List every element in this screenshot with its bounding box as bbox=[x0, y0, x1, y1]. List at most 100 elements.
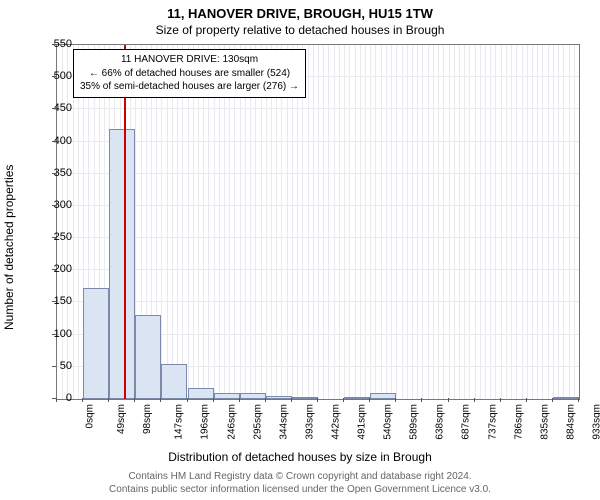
x-tick-mark bbox=[317, 398, 318, 402]
x-tick-mark bbox=[239, 398, 240, 402]
grid-line-v bbox=[386, 45, 387, 399]
x-tick-label: 442sqm bbox=[330, 404, 341, 440]
grid-line-v bbox=[161, 45, 162, 399]
y-tick-mark bbox=[52, 269, 56, 270]
marker-line bbox=[124, 45, 126, 399]
grid-line-v bbox=[62, 45, 63, 399]
grid-line-v bbox=[532, 45, 533, 399]
grid-line-h bbox=[57, 205, 579, 206]
grid-line-v bbox=[203, 45, 204, 399]
x-tick-label: 638sqm bbox=[435, 404, 446, 440]
grid-line-h bbox=[57, 173, 579, 174]
x-tick-mark bbox=[291, 398, 292, 402]
grid-line-v bbox=[73, 45, 74, 399]
footnote-line-1: Contains HM Land Registry data © Crown c… bbox=[0, 471, 600, 484]
grid-line-v bbox=[454, 45, 455, 399]
grid-line-v bbox=[506, 45, 507, 399]
x-tick-mark bbox=[369, 398, 370, 402]
grid-line-v bbox=[188, 45, 189, 399]
grid-line-v bbox=[569, 45, 570, 399]
y-tick-mark bbox=[52, 366, 56, 367]
grid-line-v bbox=[522, 45, 523, 399]
x-tick-mark bbox=[474, 398, 475, 402]
grid-line-v bbox=[224, 45, 225, 399]
grid-line-v bbox=[480, 45, 481, 399]
x-tick-mark bbox=[526, 398, 527, 402]
histogram-bar bbox=[83, 288, 109, 399]
grid-line-v bbox=[167, 45, 168, 399]
x-tick-label: 98sqm bbox=[142, 404, 153, 434]
grid-line-v bbox=[313, 45, 314, 399]
grid-line-v bbox=[490, 45, 491, 399]
histogram-bar bbox=[188, 388, 214, 399]
grid-line-v bbox=[365, 45, 366, 399]
grid-line-v bbox=[548, 45, 549, 399]
grid-line-v bbox=[318, 45, 319, 399]
histogram-bar bbox=[370, 393, 396, 399]
x-tick-label: 786sqm bbox=[513, 404, 524, 440]
x-tick-label: 196sqm bbox=[200, 404, 211, 440]
x-tick-label: 49sqm bbox=[116, 404, 127, 434]
grid-line-v bbox=[553, 45, 554, 399]
annotation-box: 11 HANOVER DRIVE: 130sqm← 66% of detache… bbox=[73, 49, 306, 98]
grid-line-v bbox=[276, 45, 277, 399]
chart-subtitle: Size of property relative to detached ho… bbox=[0, 21, 600, 41]
grid-line-v bbox=[469, 45, 470, 399]
x-tick-mark bbox=[82, 398, 83, 402]
grid-line-v bbox=[443, 45, 444, 399]
x-tick-label: 491sqm bbox=[357, 404, 368, 440]
x-tick-label: 295sqm bbox=[252, 404, 263, 440]
x-tick-mark bbox=[578, 398, 579, 402]
grid-line-v bbox=[360, 45, 361, 399]
grid-line-v bbox=[370, 45, 371, 399]
x-tick-mark bbox=[108, 398, 109, 402]
grid-line-v bbox=[302, 45, 303, 399]
grid-line-v bbox=[67, 45, 68, 399]
x-tick-label: 147sqm bbox=[174, 404, 185, 440]
grid-line-v bbox=[428, 45, 429, 399]
x-tick-mark bbox=[395, 398, 396, 402]
grid-line-v bbox=[574, 45, 575, 399]
x-axis-label: Distribution of detached houses by size … bbox=[0, 450, 600, 464]
grid-line-v bbox=[407, 45, 408, 399]
grid-line-v bbox=[485, 45, 486, 399]
plot-area: 11 HANOVER DRIVE: 130sqm← 66% of detache… bbox=[56, 44, 580, 400]
grid-line-v bbox=[177, 45, 178, 399]
grid-line-v bbox=[396, 45, 397, 399]
x-tick-label: 835sqm bbox=[539, 404, 550, 440]
y-tick-mark bbox=[52, 173, 56, 174]
x-tick-mark bbox=[160, 398, 161, 402]
grid-line-v bbox=[501, 45, 502, 399]
grid-line-v bbox=[198, 45, 199, 399]
grid-line-v bbox=[297, 45, 298, 399]
grid-line-v bbox=[344, 45, 345, 399]
grid-line-v bbox=[422, 45, 423, 399]
grid-line-v bbox=[537, 45, 538, 399]
x-tick-mark bbox=[265, 398, 266, 402]
grid-line-v bbox=[402, 45, 403, 399]
y-tick-mark bbox=[52, 44, 56, 45]
grid-line-v bbox=[281, 45, 282, 399]
x-tick-label: 687sqm bbox=[461, 404, 472, 440]
grid-line-v bbox=[78, 45, 79, 399]
grid-line-v bbox=[308, 45, 309, 399]
annotation-line: ← 66% of detached houses are smaller (52… bbox=[80, 67, 299, 81]
grid-line-v bbox=[193, 45, 194, 399]
y-tick-mark bbox=[52, 205, 56, 206]
grid-line-v bbox=[417, 45, 418, 399]
x-tick-label: 393sqm bbox=[304, 404, 315, 440]
grid-line-v bbox=[271, 45, 272, 399]
x-tick-mark bbox=[448, 398, 449, 402]
x-tick-mark bbox=[134, 398, 135, 402]
grid-line-h bbox=[57, 141, 579, 142]
grid-line-v bbox=[375, 45, 376, 399]
grid-line-v bbox=[334, 45, 335, 399]
histogram-bar bbox=[266, 396, 292, 399]
annotation-line: 35% of semi-detached houses are larger (… bbox=[80, 80, 299, 94]
grid-line-v bbox=[464, 45, 465, 399]
y-tick-mark bbox=[52, 334, 56, 335]
grid-line-v bbox=[542, 45, 543, 399]
y-tick-mark bbox=[52, 301, 56, 302]
grid-line-v bbox=[516, 45, 517, 399]
grid-line-v bbox=[182, 45, 183, 399]
